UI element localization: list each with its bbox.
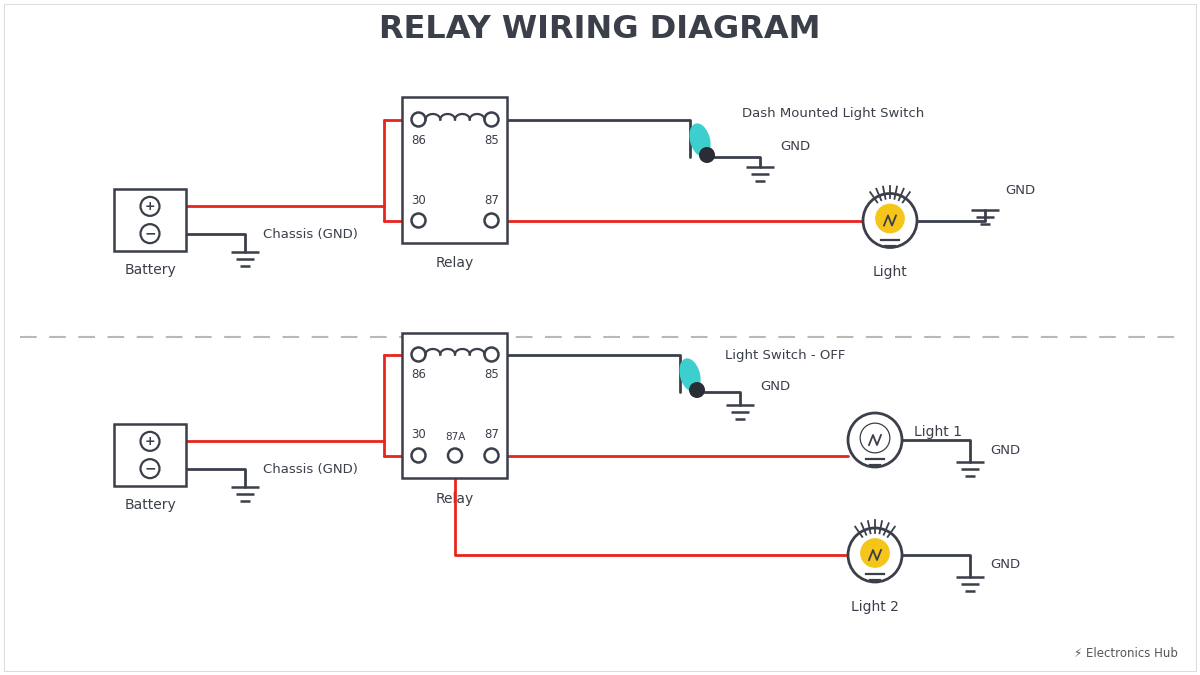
Text: 86: 86 — [412, 134, 426, 146]
Text: Relay: Relay — [436, 491, 474, 506]
Circle shape — [875, 204, 905, 234]
Circle shape — [412, 213, 426, 227]
Bar — [114, 424, 186, 486]
Text: 30: 30 — [412, 429, 426, 441]
Circle shape — [485, 348, 498, 362]
Circle shape — [448, 448, 462, 462]
Circle shape — [848, 413, 902, 467]
Circle shape — [485, 448, 498, 462]
Circle shape — [698, 147, 715, 163]
Text: 87A: 87A — [445, 431, 466, 441]
Circle shape — [860, 538, 890, 568]
Circle shape — [485, 213, 498, 227]
Circle shape — [689, 382, 706, 398]
Text: GND: GND — [1004, 184, 1036, 196]
Text: 85: 85 — [484, 134, 499, 146]
Text: Light: Light — [872, 265, 907, 279]
Text: 30: 30 — [412, 194, 426, 207]
Text: GND: GND — [780, 140, 810, 153]
Text: −: − — [144, 227, 156, 241]
Text: Light 2: Light 2 — [851, 600, 899, 614]
Text: Battery: Battery — [124, 498, 176, 512]
Bar — [402, 97, 508, 242]
Text: +: + — [145, 200, 155, 213]
Circle shape — [140, 459, 160, 478]
Bar — [402, 333, 508, 477]
Text: 87: 87 — [484, 429, 499, 441]
Ellipse shape — [679, 358, 701, 391]
Ellipse shape — [689, 124, 710, 157]
Text: Chassis (GND): Chassis (GND) — [263, 464, 358, 477]
Text: 85: 85 — [484, 369, 499, 381]
Circle shape — [860, 423, 890, 453]
Text: Relay: Relay — [436, 256, 474, 271]
Circle shape — [848, 528, 902, 582]
Text: ⚡ Electronics Hub: ⚡ Electronics Hub — [1074, 647, 1178, 660]
Text: RELAY WIRING DIAGRAM: RELAY WIRING DIAGRAM — [379, 14, 821, 45]
Text: Dash Mounted Light Switch: Dash Mounted Light Switch — [742, 107, 924, 119]
Text: Chassis (GND): Chassis (GND) — [263, 229, 358, 242]
Circle shape — [140, 197, 160, 216]
Text: Light 1: Light 1 — [914, 425, 962, 439]
Circle shape — [412, 448, 426, 462]
Bar — [114, 189, 186, 251]
Text: GND: GND — [990, 558, 1020, 572]
Text: +: + — [145, 435, 155, 448]
Text: Light Switch - OFF: Light Switch - OFF — [725, 348, 845, 362]
Circle shape — [485, 113, 498, 126]
Text: GND: GND — [990, 443, 1020, 456]
Circle shape — [140, 432, 160, 451]
Circle shape — [412, 348, 426, 362]
Text: Battery: Battery — [124, 263, 176, 277]
Text: 87: 87 — [484, 194, 499, 207]
Circle shape — [140, 224, 160, 243]
Text: 86: 86 — [412, 369, 426, 381]
Circle shape — [412, 113, 426, 126]
Text: −: − — [144, 462, 156, 476]
Circle shape — [863, 194, 917, 248]
Text: GND: GND — [760, 379, 790, 392]
